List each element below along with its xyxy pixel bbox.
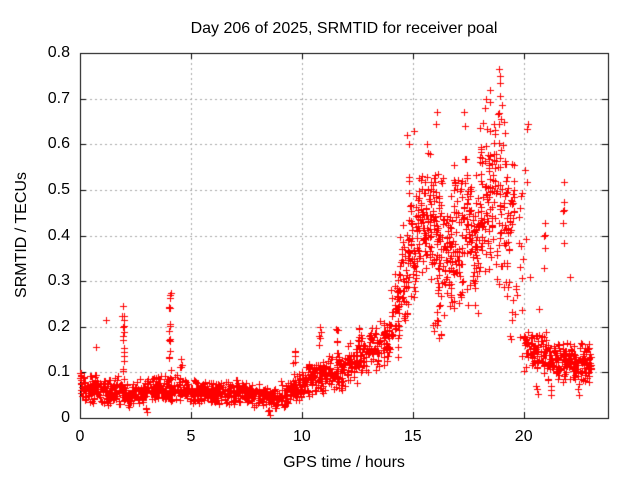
y-tick-label: 0.2 bbox=[47, 317, 70, 335]
x-tick-label: 5 bbox=[186, 428, 196, 445]
x-tick-label: 10 bbox=[292, 428, 311, 445]
y-tick-label: 0 bbox=[61, 409, 70, 426]
x-tick-label: 20 bbox=[514, 428, 533, 445]
y-tick-label: 0.8 bbox=[47, 44, 70, 61]
x-axis-title: GPS time / hours bbox=[283, 454, 405, 471]
x-tick-label: 15 bbox=[403, 428, 422, 445]
y-tick-label: 0.7 bbox=[47, 89, 70, 107]
y-tick-label: 0.5 bbox=[47, 180, 70, 198]
y-tick-label: 0.4 bbox=[47, 226, 70, 244]
chart-title: Day 206 of 2025, SRMTID for receiver poa… bbox=[190, 20, 498, 37]
y-tick-label: 0.1 bbox=[47, 363, 70, 381]
y-tick-label: 0.3 bbox=[47, 272, 70, 290]
x-tick-label: 0 bbox=[75, 428, 85, 445]
y-tick-label: 0.6 bbox=[47, 135, 70, 153]
